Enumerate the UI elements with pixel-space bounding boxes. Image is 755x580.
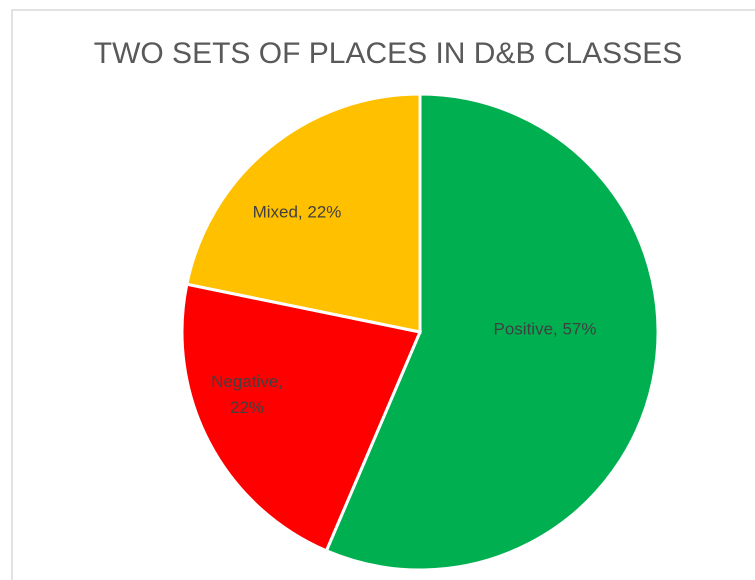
data-label: Mixed, 22% [253, 202, 342, 221]
pie-slice [180, 282, 423, 553]
pie-slice [324, 92, 660, 572]
data-label: Negative, 22% [211, 372, 283, 417]
chart-title: TWO SETS OF PLACES IN D&B CLASSES [94, 37, 682, 70]
pie-slice [185, 92, 422, 334]
data-label: Positive, 57% [494, 319, 597, 338]
